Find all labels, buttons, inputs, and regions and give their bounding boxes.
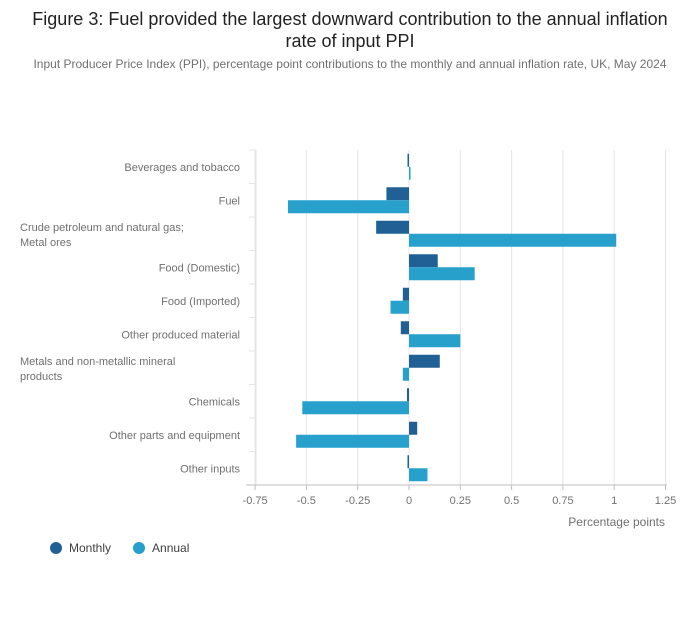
labels: -0.75 -0.5 -0.25 0 0.25 0.5 0.75 1 1.25 Beverages… (20, 162, 676, 529)
bar-monthly (376, 220, 409, 234)
bar-monthly (409, 254, 438, 268)
bar-monthly (409, 354, 440, 368)
bar-monthly (407, 455, 409, 469)
bar-annual (296, 434, 409, 448)
bar-annual (409, 334, 461, 348)
category-label-line: Crude petroleum and natural gas; (20, 222, 184, 234)
bar-monthly (407, 153, 409, 167)
x-tick-label: 0 (406, 495, 412, 507)
category-label: Food (Imported) (161, 296, 240, 308)
legend-item-monthly[interactable]: Monthly (50, 541, 111, 555)
bar-annual (409, 166, 411, 180)
category-label: Chemicals (189, 396, 241, 408)
bar-annual (409, 468, 428, 482)
x-tick-label: 1.25 (655, 495, 676, 507)
category-label-line: Metals and non-metallic mineral (20, 356, 175, 368)
category-label: Fuel (219, 195, 240, 207)
category-label: Other inputs (180, 463, 240, 475)
bar-monthly (406, 388, 409, 402)
category-label: Metals and non-metallic mineral products (20, 356, 175, 383)
category-label: Other parts and equipment (109, 430, 240, 442)
chart-title: Figure 3: Fuel provided the largest down… (32, 9, 668, 51)
category-label-line: products (20, 371, 63, 383)
bar-monthly (402, 287, 409, 301)
bar-annual (409, 267, 475, 281)
legend-swatch-annual (133, 542, 146, 554)
x-tick-label: -0.25 (345, 495, 370, 507)
legend-swatch-monthly (50, 542, 62, 554)
legend-label-monthly: Monthly (69, 541, 112, 555)
bars (287, 153, 617, 482)
category-label: Other produced material (121, 329, 240, 341)
bar-annual (390, 300, 409, 314)
x-tick-label: 0.5 (504, 495, 519, 507)
category-label-line: Metal ores (20, 237, 72, 249)
category-label: Food (Domestic) (159, 262, 240, 274)
chart-subtitle: Input Producer Price Index (PPI), percen… (33, 57, 667, 71)
bar-monthly (400, 321, 409, 335)
x-tick-label: -0.5 (297, 495, 316, 507)
bar-annual (409, 233, 617, 247)
bar-annual (402, 367, 409, 381)
bar-annual (302, 401, 409, 415)
category-label: Beverages and tobacco (124, 162, 240, 174)
x-tick-label: 0.75 (552, 495, 573, 507)
bar-monthly (409, 421, 418, 435)
bar-annual (287, 200, 409, 214)
x-axis-title: Percentage points (568, 515, 665, 529)
x-tick-label: 0.25 (450, 495, 471, 507)
axes (246, 149, 667, 490)
x-tick-label: 1 (611, 495, 617, 507)
category-label: Crude petroleum and natural gas; Metal or… (20, 222, 184, 249)
bar-monthly (386, 187, 409, 201)
legend: Monthly Annual (50, 541, 189, 555)
legend-label-annual: Annual (152, 541, 190, 555)
x-tick-label: -0.75 (243, 495, 268, 507)
legend-item-annual[interactable]: Annual (133, 541, 189, 555)
